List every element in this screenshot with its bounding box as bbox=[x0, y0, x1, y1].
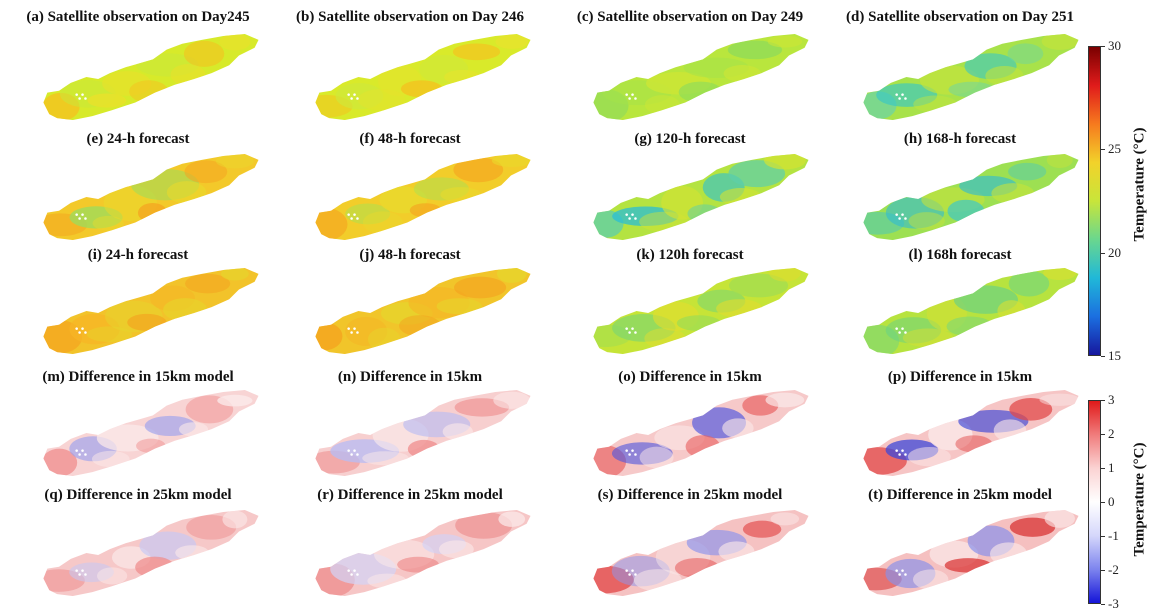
panel-title: (l) 168h forecast bbox=[908, 247, 1012, 263]
difference-map bbox=[593, 390, 809, 477]
panel-title: (m) Difference in 15km model bbox=[42, 369, 234, 385]
temperature-map bbox=[315, 154, 531, 241]
temperature-map bbox=[43, 154, 259, 241]
colorbar-tick-label: 25 bbox=[1108, 141, 1121, 157]
colorbar-tick-mark bbox=[1101, 570, 1105, 571]
panel-title: (p) Difference in 15km bbox=[887, 369, 1033, 385]
colorbar-tick-label: 20 bbox=[1108, 244, 1121, 260]
difference-map bbox=[593, 510, 809, 597]
temperature-map bbox=[863, 154, 1079, 241]
colorbar-tick-label: 0 bbox=[1108, 494, 1115, 509]
difference-map bbox=[43, 390, 259, 477]
colorbar-tick-mark bbox=[1101, 356, 1105, 357]
colorbar-tick-mark bbox=[1101, 434, 1105, 435]
colorbar-tick-label: -1 bbox=[1108, 528, 1119, 543]
colorbar-tick-label: -2 bbox=[1108, 562, 1119, 577]
panel-title: (d) Satellite observation on Day 251 bbox=[846, 9, 1074, 25]
temperature-colorbar bbox=[1088, 46, 1101, 356]
temperature-map bbox=[593, 268, 809, 355]
colorbar-tick-mark bbox=[1101, 604, 1105, 605]
colorbar-tick-mark bbox=[1101, 252, 1105, 254]
panel-title: (r) Difference in 25km model bbox=[317, 487, 503, 503]
panel-title: (e) 24-h forecast bbox=[86, 131, 190, 147]
temperature-map bbox=[315, 34, 531, 121]
temperature-map bbox=[863, 34, 1079, 121]
temperature-map bbox=[593, 34, 809, 121]
temperature-map bbox=[863, 268, 1079, 355]
panel-title: (c) Satellite observation on Day 249 bbox=[576, 9, 804, 25]
temperature-map bbox=[593, 154, 809, 241]
colorbar-tick-label: 1 bbox=[1108, 460, 1115, 475]
temperature-map bbox=[43, 34, 259, 121]
panel-title: (j) 48-h forecast bbox=[359, 247, 461, 263]
colorbar-axis-label: Temperature (°C) bbox=[1131, 442, 1148, 557]
panel-title: (s) Difference in 25km model bbox=[597, 487, 783, 503]
panel-title: (h) 168-h forecast bbox=[903, 131, 1017, 147]
difference-colorbar bbox=[1088, 400, 1101, 604]
difference-map bbox=[315, 510, 531, 597]
colorbar-tick-mark bbox=[1101, 400, 1105, 401]
panel-title: (q) Difference in 25km model bbox=[44, 487, 232, 503]
colorbar-tick-mark bbox=[1101, 502, 1105, 503]
difference-map bbox=[863, 510, 1079, 597]
difference-map bbox=[43, 510, 259, 597]
panel-title: (b) Satellite observation on Day 246 bbox=[296, 9, 524, 25]
panel-title: (i) 24-h forecast bbox=[87, 247, 189, 263]
colorbar-axis-label: Temperature (°C) bbox=[1131, 127, 1148, 242]
colorbar-tick-mark bbox=[1101, 536, 1105, 537]
difference-map bbox=[863, 390, 1079, 477]
panel-title: (o) Difference in 15km bbox=[618, 369, 762, 385]
colorbar-tick-mark bbox=[1101, 149, 1105, 151]
panel-title: (f) 48-h forecast bbox=[359, 131, 461, 147]
temperature-map bbox=[315, 268, 531, 355]
panel-title: (k) 120h forecast bbox=[636, 247, 744, 263]
panel-title: (t) Difference in 25km model bbox=[868, 487, 1052, 503]
colorbar-tick-mark bbox=[1101, 468, 1105, 469]
panel-title: (n) Difference in 15km bbox=[337, 369, 483, 385]
difference-map bbox=[315, 390, 531, 477]
panel-title: (g) 120-h forecast bbox=[634, 131, 746, 147]
colorbar-tick-label: 2 bbox=[1108, 426, 1115, 441]
colorbar-tick-label: 15 bbox=[1108, 348, 1121, 363]
panel-title: (a) Satellite observation on Day245 bbox=[26, 9, 250, 25]
temperature-map bbox=[43, 268, 259, 355]
colorbar-tick-label: 3 bbox=[1108, 392, 1115, 407]
colorbar-tick-label: 30 bbox=[1108, 38, 1121, 53]
colorbar-tick-label: -3 bbox=[1108, 596, 1119, 611]
colorbar-tick-mark bbox=[1101, 46, 1105, 47]
